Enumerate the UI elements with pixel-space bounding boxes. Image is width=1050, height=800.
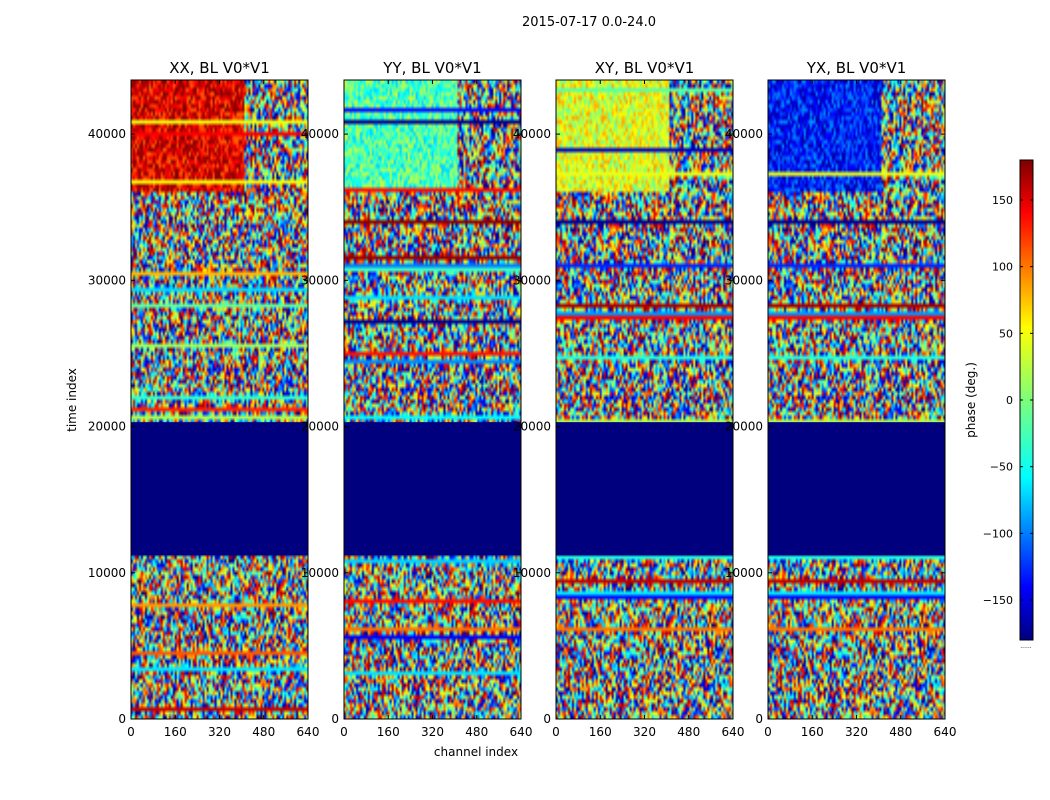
colorbar-tick-label: 0 [1006, 394, 1013, 407]
panel-xx-ytick-label: 10000 [88, 566, 126, 580]
panel-xy-xtick-label: 640 [722, 725, 745, 739]
panel-yy-heatmap [344, 80, 521, 719]
panel-xx: XX, BL V0*V1 0 160 320 480 640 0 10000 20000 3000… [88, 59, 320, 739]
panel-yy-xtick-label: 160 [377, 725, 400, 739]
panel-xx-xtick-label: 480 [252, 725, 275, 739]
panel-xx-ytick-label: 0 [118, 712, 126, 726]
panel-xy-ytick-label: 30000 [513, 273, 551, 287]
panel-yx-xtick-label: 480 [889, 725, 912, 739]
colorbar-label: phase (deg.) [964, 362, 978, 438]
panel-xy-xtick-label: 0 [552, 725, 560, 739]
panel-yy-xtick-label: 640 [510, 725, 533, 739]
panel-yx-ytick-label: 30000 [725, 273, 763, 287]
panel-xy-ytick-label: 10000 [513, 566, 551, 580]
colorbar-tick-label: −150 [983, 594, 1013, 607]
x-axis-label: channel index [434, 745, 518, 759]
panel-xx-xtick-label: 160 [164, 725, 187, 739]
colorbar-tick-label: 100 [992, 261, 1013, 274]
panel-yy-ytick-label: 30000 [301, 273, 339, 287]
panel-yx: YX, BL V0*V1 0 160 320 480 640 0 10000 20000 3000… [725, 59, 957, 739]
panel-xx-xtick-label: 0 [127, 725, 135, 739]
colorbar-tick-label: −100 [983, 527, 1013, 540]
panel-xy-xtick-label: 320 [633, 725, 656, 739]
panel-xy: XY, BL V0*V1 0 160 320 480 640 0 10000 20000 3000… [513, 59, 745, 739]
panel-yx-xtick-label: 640 [934, 725, 957, 739]
panel-xy-flagged-block [556, 422, 733, 556]
panel-yy-xtick-label: 320 [421, 725, 444, 739]
panel-yx-xtick-label: 320 [845, 725, 868, 739]
panel-xy-ytick-label: 40000 [513, 127, 551, 141]
colorbar: 150 100 50 0 −50 −100 −150 phase (deg.) ...... [964, 159, 1034, 650]
panel-xx-xtick-label: 640 [297, 725, 320, 739]
colorbar-tick-label: 50 [999, 327, 1013, 340]
panel-xx-ytick-label: 30000 [88, 273, 126, 287]
panel-xy-xtick-label: 480 [677, 725, 700, 739]
panel-xy-ytick-label: 0 [543, 712, 551, 726]
panel-yx-flagged-block [768, 422, 945, 556]
panel-xx-xtick-label: 320 [208, 725, 231, 739]
panel-yx-ytick-label: 10000 [725, 566, 763, 580]
panel-yy: YY, BL V0*V1 0 160 320 480 640 0 10000 20000 3000… [301, 59, 533, 739]
panel-xx-flagged-block [131, 422, 308, 556]
y-axis-label: time index [65, 368, 79, 432]
panel-xx-title: XX, BL V0*V1 [169, 59, 270, 77]
panel-yx-ytick-label: 0 [755, 712, 763, 726]
colorbar-tick-label: −50 [990, 461, 1013, 474]
panel-xy-heatmap [556, 80, 733, 719]
panel-yy-ytick-label: 0 [331, 712, 339, 726]
panel-yx-title: YX, BL V0*V1 [806, 59, 907, 77]
panel-xy-ytick-label: 20000 [513, 420, 551, 434]
panels-group: XX, BL V0*V1 0 160 320 480 640 0 10000 20000 3000… [88, 59, 957, 739]
panel-yy-xtick-label: 0 [340, 725, 348, 739]
colorbar-tick-label: 150 [992, 194, 1013, 207]
figure-suptitle: 2015-07-17 0.0-24.0 [522, 15, 656, 30]
panel-yy-ytick-label: 40000 [301, 127, 339, 141]
panel-yy-xtick-label: 480 [465, 725, 488, 739]
panel-yx-heatmap [768, 80, 945, 719]
panel-xy-xtick-label: 160 [589, 725, 612, 739]
panel-yx-xtick-label: 160 [801, 725, 824, 739]
panel-yy-title: YY, BL V0*V1 [382, 59, 481, 77]
colorbar-ticks: 150 100 50 0 −50 −100 −150 [983, 194, 1033, 607]
panel-yx-ytick-label: 20000 [725, 420, 763, 434]
panel-yy-ytick-label: 10000 [301, 566, 339, 580]
panel-yy-ytick-label: 20000 [301, 420, 339, 434]
panel-xx-ytick-label: 40000 [88, 127, 126, 141]
panel-yx-xtick-label: 0 [764, 725, 772, 739]
panel-yy-flagged-block [344, 422, 521, 556]
panel-xy-title: XY, BL V0*V1 [595, 59, 695, 77]
colorbar-extra-label: ...... [1020, 643, 1032, 650]
panel-yx-ytick-label: 40000 [725, 127, 763, 141]
panel-xx-heatmap [131, 80, 308, 719]
panel-xx-ytick-label: 20000 [88, 420, 126, 434]
